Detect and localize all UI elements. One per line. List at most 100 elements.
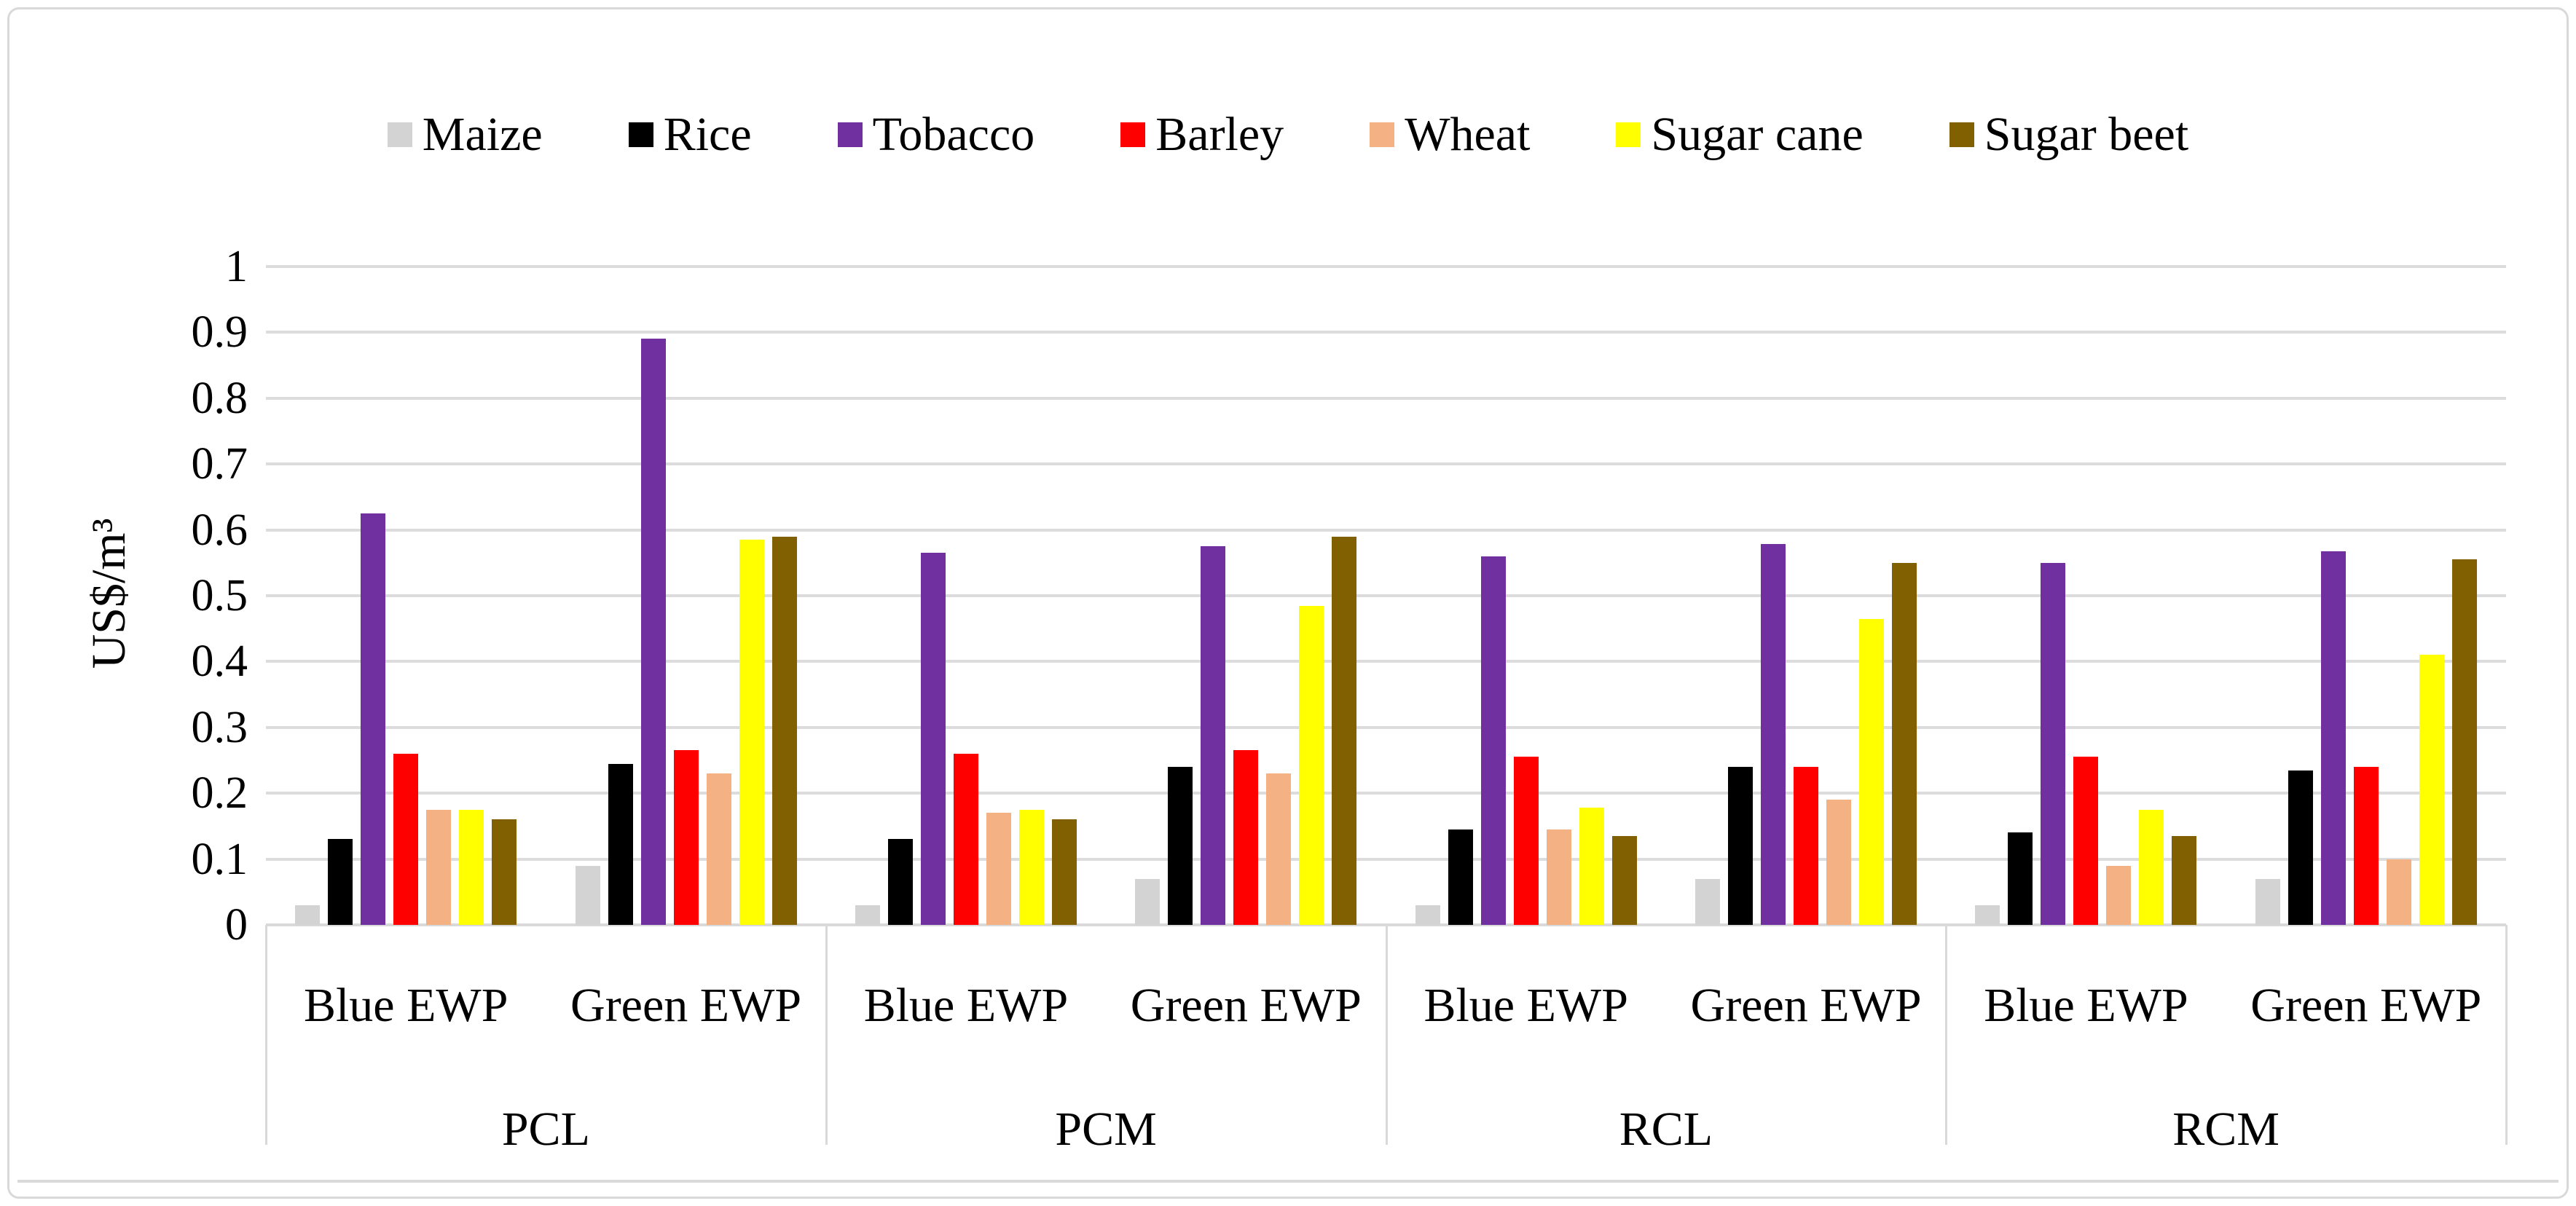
bar-rcm-green-tobacco (2320, 551, 2346, 925)
category-divider (1385, 925, 1388, 1145)
bar-rcm-green-sugar-cane (2419, 655, 2444, 925)
legend-label: Wheat (1405, 108, 1531, 161)
bar-rcl-blue-sugar-beet (1611, 836, 1637, 925)
bar-pcm-blue-sugar-beet (1051, 819, 1077, 925)
y-tick-label-0.5: 0.5 (191, 571, 248, 620)
bar-pcl-green-tobacco (640, 339, 666, 925)
bar-rcl-green-rice (1728, 767, 1754, 925)
x-group-label-rcm: RCM (2172, 1103, 2279, 1156)
y-tick-label-0.9: 0.9 (191, 307, 248, 358)
legend-swatch-icon (387, 122, 412, 147)
legend-swatch-icon (1370, 122, 1395, 147)
x-group-label-rcl: RCL (1619, 1103, 1713, 1156)
bar-pcl-blue-tobacco (361, 513, 386, 925)
gridline-0.7 (266, 462, 2506, 466)
x-group-label-pcm: PCM (1055, 1103, 1157, 1156)
bar-pcm-blue-barley (953, 754, 978, 925)
bar-pcl-green-sugar-beet (771, 537, 797, 925)
gridline-0.2 (266, 792, 2506, 795)
bar-cluster-pcm-green-ewp (1106, 537, 1386, 925)
bar-rcl-green-sugar-beet (1892, 563, 1917, 925)
gridline-0.5 (266, 594, 2506, 597)
legend-item-wheat: Wheat (1370, 111, 1530, 159)
bar-pcm-green-barley (1233, 750, 1259, 925)
bar-pcm-green-sugar-beet (1332, 537, 1357, 925)
x-label-rcm-green-ewp: Green EWP (2250, 979, 2482, 1032)
category-divider (1945, 925, 1948, 1145)
bar-rcm-green-rice (2288, 770, 2313, 925)
bar-rcm-blue-barley (2073, 757, 2099, 925)
y-tick-label-0.2: 0.2 (191, 768, 248, 819)
y-tick-label-1: 1 (225, 242, 248, 291)
bar-rcm-green-maize (2255, 879, 2280, 925)
bar-rcl-green-wheat (1826, 800, 1852, 925)
gridline-0.9 (266, 331, 2506, 334)
legend-label: Rice (663, 108, 752, 161)
legend-label: Maize (422, 108, 543, 161)
bar-rcl-blue-maize (1415, 905, 1440, 925)
bar-rcl-green-sugar-cane (1859, 619, 1885, 925)
category-divider (825, 925, 828, 1145)
y-tick-label-0.3: 0.3 (191, 702, 248, 752)
bar-pcl-blue-sugar-cane (459, 810, 484, 925)
x-group-label-pcl: PCL (501, 1103, 590, 1156)
legend-swatch-icon (628, 122, 653, 147)
bar-rcm-green-barley (2353, 767, 2379, 925)
bar-pcm-blue-tobacco (920, 553, 946, 925)
x-label-pcl-green-ewp: Green EWP (570, 979, 802, 1032)
legend-item-sugar-cane: Sugar cane (1616, 108, 1864, 161)
legend-item-sugar-beet: Sugar beet (1949, 111, 2188, 159)
bar-pcm-blue-wheat (986, 813, 1011, 925)
bar-pcl-blue-barley (393, 754, 419, 925)
bar-pcl-green-wheat (706, 773, 731, 925)
gridline-0.4 (266, 660, 2506, 663)
legend-item-rice: Rice (628, 108, 752, 161)
legend-swatch-icon (837, 122, 863, 147)
bar-pcm-green-rice (1168, 767, 1193, 925)
x-label-pcm-green-ewp: Green EWP (1130, 979, 1362, 1032)
bar-pcm-blue-sugar-cane (1018, 810, 1044, 925)
legend-label: Tobacco (872, 108, 1035, 161)
bar-pcm-blue-rice (887, 839, 913, 925)
bar-cluster-rcm-green-ewp (2226, 551, 2506, 925)
bar-pcm-green-maize (1135, 879, 1161, 925)
bar-pcl-blue-sugar-beet (492, 819, 517, 925)
bar-cluster-rcm-blue-ewp (1946, 563, 2226, 925)
bar-rcl-blue-tobacco (1480, 556, 1506, 925)
legend-swatch-icon (1120, 122, 1146, 147)
x-label-rcl-blue-ewp: Blue EWP (1424, 979, 1628, 1032)
y-tick-label-0.8: 0.8 (191, 373, 248, 423)
bar-rcm-blue-sugar-beet (2172, 836, 2197, 925)
bar-cluster-rcl-blue-ewp (1386, 556, 1666, 925)
x-label-pcl-blue-ewp: Blue EWP (303, 979, 508, 1032)
y-tick-label-0.1: 0.1 (191, 834, 248, 884)
bar-cluster-pcl-blue-ewp (266, 513, 546, 925)
bar-rcm-blue-tobacco (2041, 563, 2066, 925)
bar-pcm-blue-maize (855, 905, 880, 925)
x-label-rcl-green-ewp: Green EWP (1690, 979, 1922, 1032)
bar-pcl-blue-maize (295, 905, 321, 925)
y-tick-label-0: 0 (225, 900, 248, 950)
y-tick-label-0.7: 0.7 (191, 439, 248, 489)
bar-pcl-green-barley (673, 750, 699, 925)
chart-legend: Maize Rice Tobacco Barley Wheat Sugar cane Sug… (0, 111, 2576, 159)
legend-item-maize: Maize (387, 108, 543, 161)
bar-rcm-green-wheat (2386, 859, 2411, 925)
bar-pcl-green-maize (575, 866, 600, 925)
legend-label: Barley (1155, 108, 1284, 161)
bar-rcm-blue-sugar-cane (2139, 810, 2164, 925)
bar-pcm-green-sugar-cane (1299, 606, 1324, 925)
bar-rcm-blue-maize (1975, 905, 2000, 925)
bar-pcm-green-wheat (1266, 773, 1292, 925)
bar-cluster-rcl-green-ewp (1666, 544, 1946, 925)
legend-swatch-icon (1616, 122, 1641, 147)
y-tick-label-0.6: 0.6 (191, 505, 248, 555)
bar-pcl-blue-wheat (426, 810, 452, 925)
category-divider (265, 925, 267, 1145)
legend-label: Sugar cane (1651, 108, 1864, 161)
x-label-pcm-blue-ewp: Blue EWP (863, 979, 1069, 1032)
x-label-rcm-blue-ewp: Blue EWP (1984, 979, 2188, 1032)
bar-rcl-blue-barley (1513, 757, 1539, 925)
bar-rcm-blue-rice (2008, 832, 2033, 925)
legend-swatch-icon (1949, 122, 1974, 147)
